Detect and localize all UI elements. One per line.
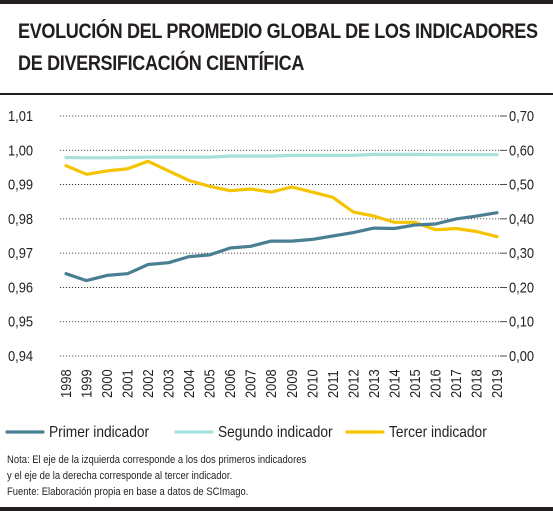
title-rule (0, 93, 553, 95)
title-line-1: EVOLUCIÓN DEL PROMEDIO GLOBAL DE LOS IND… (18, 20, 538, 43)
legend-label: Primer indicador (49, 423, 149, 441)
legend: Primer indicador Segundo indicador Tercer … (5, 423, 487, 441)
legend-label: Segundo indicador (218, 423, 333, 441)
x-tick-label: 2014 (385, 369, 402, 398)
right-tick-label: 0,10 (509, 313, 534, 330)
right-tick-label: 0,50 (509, 176, 534, 193)
right-tick-label: 0,30 (509, 244, 534, 261)
title-line-2: DE DIVERSIFICACIÓN CIENTÍFICA (18, 52, 305, 75)
x-tick-label: 2006 (221, 369, 238, 398)
x-tick-label: 2004 (180, 369, 197, 398)
right-tick-label: 0,00 (509, 347, 534, 364)
x-tick-label: 2005 (201, 369, 218, 398)
x-tick-label: 2016 (426, 369, 443, 398)
x-tick-label: 2012 (344, 369, 361, 398)
x-tick-label: 2009 (283, 369, 300, 398)
x-tick-label: 2017 (447, 369, 464, 398)
left-tick-label: 0,94 (8, 347, 33, 364)
x-tick-label: 2013 (365, 369, 382, 398)
x-tick-label: 1998 (57, 369, 74, 398)
legend-label: Tercer indicador (389, 423, 487, 441)
right-axis-ticks: 0,00 0,10 0,20 0,30 0,40 0,50 0,60 0,70 (500, 107, 534, 364)
left-tick-label: 0,96 (8, 278, 33, 295)
left-tick-label: 0,97 (8, 244, 33, 261)
grid-lines (60, 115, 500, 357)
left-axis-ticks: 0,94 0,95 0,96 0,97 0,98 0,99 1,00 1,01 (8, 107, 33, 364)
x-tick-label: 2008 (262, 369, 279, 398)
x-tick-label: 2007 (242, 369, 259, 398)
bottom-rule (0, 507, 553, 511)
x-tick-label: 2011 (324, 370, 341, 398)
left-tick-label: 0,98 (8, 210, 33, 227)
left-tick-label: 1,00 (8, 141, 33, 158)
x-tick-label: 1999 (78, 369, 95, 398)
line-chart: 0,94 0,95 0,96 0,97 0,98 0,99 1,00 1,01 0,00 0,1… (5, 107, 534, 441)
series-line-segundo-indicador (64, 152, 499, 160)
series-line-primer-indicador (64, 211, 499, 283)
x-tick-label: 2018 (468, 369, 485, 398)
left-tick-label: 1,01 (8, 107, 33, 124)
x-tick-label: 2019 (488, 369, 505, 398)
x-tick-label: 2015 (406, 369, 423, 398)
x-tick-label: 2003 (160, 369, 177, 398)
left-tick-label: 0,95 (8, 313, 33, 330)
x-tick-label: 2001 (119, 369, 136, 398)
x-tick-label: 2002 (139, 369, 156, 398)
x-axis-ticks: 1998 1999 2000 2001 2002 2003 2004 2005 2006 2007… (57, 369, 505, 398)
note-line-2: y el eje de la derecha corresponde al te… (7, 470, 233, 482)
right-tick-label: 0,60 (509, 141, 534, 158)
x-tick-label: 2000 (98, 369, 115, 398)
series-lines (64, 152, 499, 283)
note-line-1: Nota: El eje de la izquierda corresponde… (7, 454, 307, 466)
source-line: Fuente: Elaboración propia en base a dat… (7, 486, 249, 498)
chart-title: EVOLUCIÓN DEL PROMEDIO GLOBAL DE LOS IND… (18, 16, 538, 80)
chart-note: Nota: El eje de la izquierda corresponde… (7, 452, 447, 500)
x-tick-label: 2010 (303, 369, 320, 398)
right-tick-label: 0,20 (509, 278, 534, 295)
left-tick-label: 0,99 (8, 176, 33, 193)
right-tick-label: 0,70 (509, 107, 534, 124)
top-rule (0, 0, 553, 4)
right-tick-label: 0,40 (509, 210, 534, 227)
